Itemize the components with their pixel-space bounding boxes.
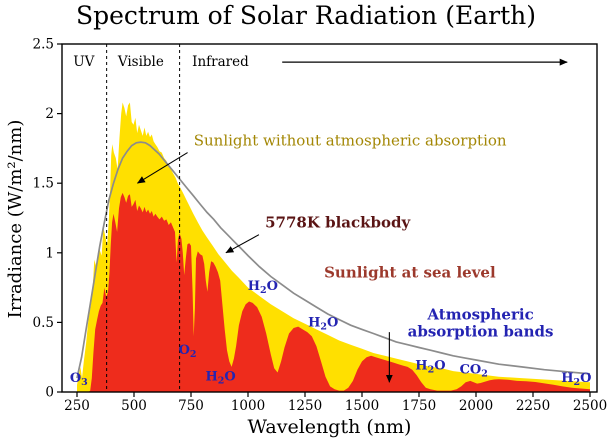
- annotation-2: Sunlight at sea level: [324, 264, 496, 282]
- series-5778k-blackbody: [76, 141, 591, 379]
- x-tick-label: 1500: [345, 398, 379, 414]
- y-axis-label: Irradiance (W/m²/nm): [5, 119, 26, 319]
- y-tick-label: 2.5: [33, 37, 54, 53]
- annotation-1: 5778K blackbody: [265, 214, 411, 232]
- region-label-infrared: Infrared: [192, 54, 249, 70]
- x-tick-label: 750: [178, 398, 204, 414]
- y-tick-label: 1.5: [33, 176, 54, 192]
- annotation-3: absorption bands: [408, 322, 554, 340]
- region-label-visible: Visible: [117, 54, 164, 70]
- annotation-0: Sunlight without atmospheric absorption: [194, 131, 507, 149]
- absorption-label-h2o: H2O: [308, 315, 338, 332]
- x-tick-label: 500: [121, 398, 147, 414]
- absorption-label-h2o: H2O: [561, 371, 591, 388]
- x-axis-label: Wavelength (nm): [247, 416, 412, 438]
- y-tick-label: 0.5: [33, 315, 54, 331]
- absorption-label-co2: CO2: [460, 363, 488, 380]
- absorption-label-h2o: H2O: [206, 370, 236, 387]
- absorption-label-h2o: H2O: [415, 359, 445, 376]
- x-tick-label: 250: [64, 398, 90, 414]
- x-tick-label: 2500: [573, 398, 607, 414]
- annotation-3: Atmospheric: [426, 305, 533, 323]
- y-tick-label: 2: [45, 106, 54, 122]
- absorption-label-o3: O3: [70, 371, 88, 388]
- x-tick-label: 1000: [231, 398, 265, 414]
- y-tick-label: 1: [45, 245, 54, 261]
- annotation-arrow-1: [225, 234, 260, 254]
- series-sunlight-at-sea-level: [77, 192, 590, 392]
- x-tick-label: 1250: [288, 398, 322, 414]
- absorption-label-h2o: H2O: [248, 279, 278, 296]
- x-tick-label: 2250: [516, 398, 550, 414]
- annotation-arrow-0: [136, 152, 188, 184]
- y-tick-label: 0: [45, 385, 54, 401]
- x-tick-label: 2000: [459, 398, 493, 414]
- absorption-label-o2: O2: [179, 343, 197, 360]
- plot-border: [61, 43, 598, 393]
- region-label-uv: UV: [73, 54, 94, 70]
- x-tick-label: 1750: [402, 398, 436, 414]
- chart-title: Spectrum of Solar Radiation (Earth): [75, 1, 536, 30]
